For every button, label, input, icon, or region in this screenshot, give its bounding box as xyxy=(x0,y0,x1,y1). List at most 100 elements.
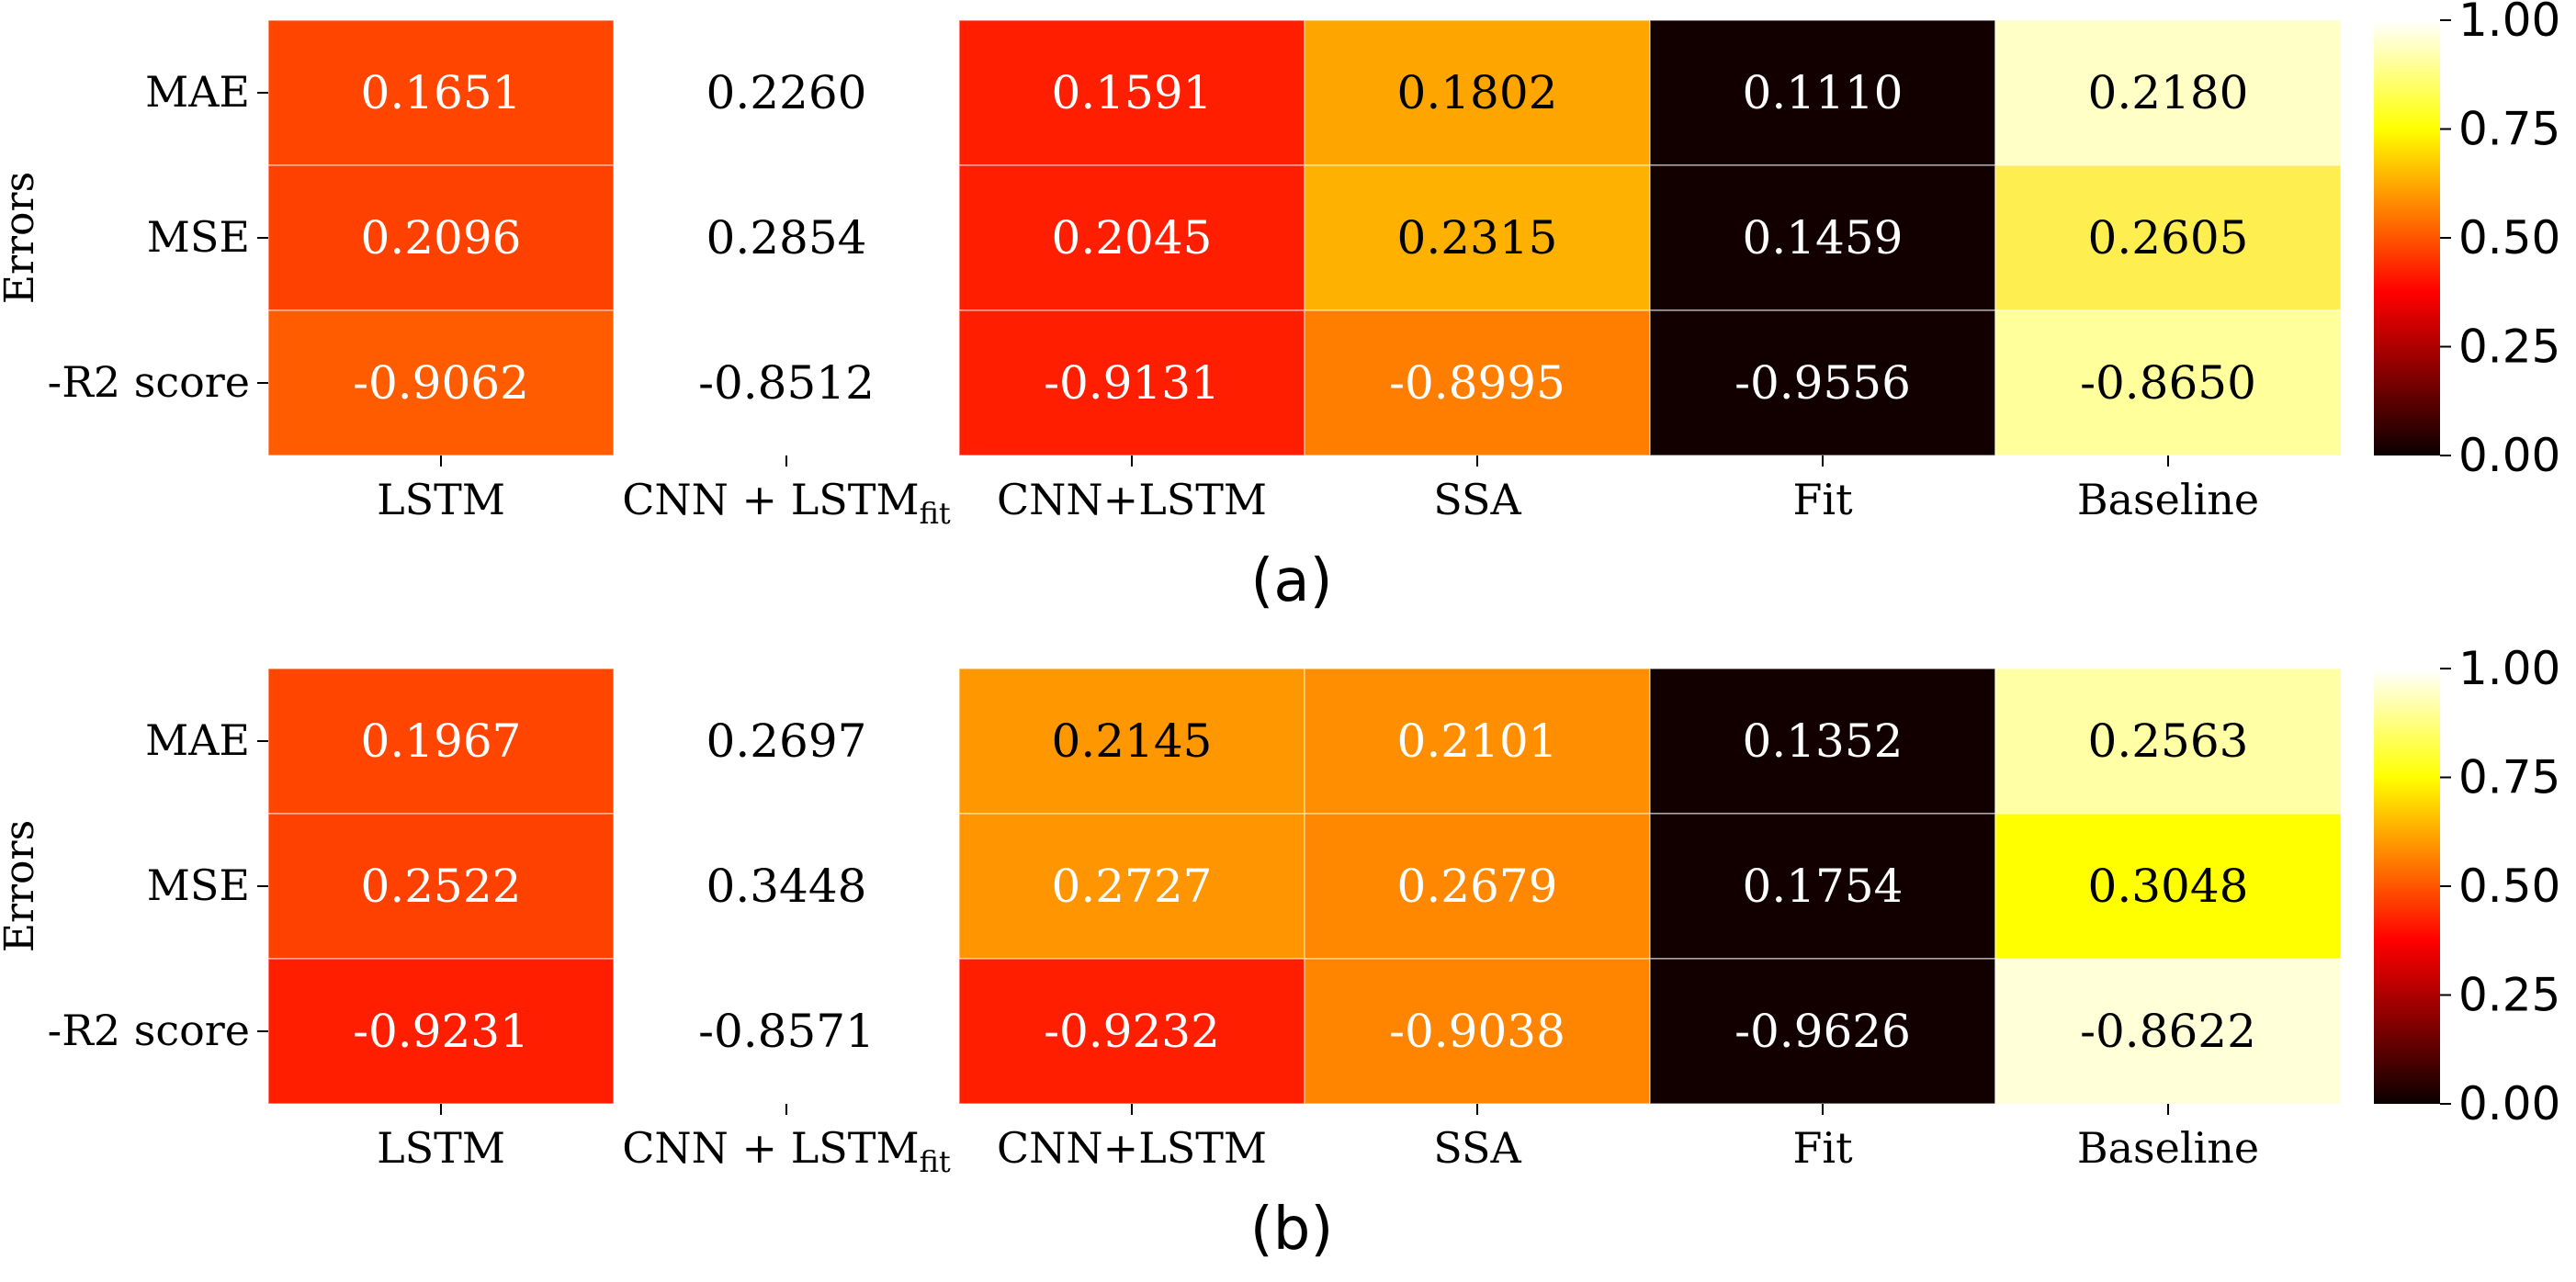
x-tick-label: CNN + LSTMfit xyxy=(622,475,951,531)
heatmap-cell xyxy=(267,164,615,311)
cell-value-label: 0.2315 xyxy=(1397,211,1558,264)
colorbar-tick-label: 0.00 xyxy=(2458,1077,2560,1130)
colorbar-tick-label: 0.75 xyxy=(2458,751,2560,804)
heatmap-panel-a: 0.1651 0.2260 0.1591 0.1802 0.1110 0.2180 0.20… xyxy=(0,0,2576,634)
cell-value-label: 0.1459 xyxy=(1743,211,1904,264)
x-tick-subscript: fit xyxy=(920,1144,951,1179)
heatmap-cell xyxy=(1304,164,1651,311)
heatmap-cell xyxy=(1649,813,1996,960)
y-tick-label: MAE xyxy=(145,715,250,765)
colorbar-tick-label: 0.75 xyxy=(2458,103,2560,156)
cell-value-label: -0.9038 xyxy=(1389,1005,1565,1058)
x-tick-label: Baseline xyxy=(2077,1123,2259,1173)
cell-value-label: 0.2180 xyxy=(2088,66,2249,119)
colorbar-tick-label: 0.50 xyxy=(2458,211,2560,264)
x-tick-label: Fit xyxy=(1792,475,1853,524)
cell-value-label: -0.9626 xyxy=(1734,1005,1911,1058)
x-tick-subscript: fit xyxy=(920,496,951,531)
y-axis-label: Errors xyxy=(0,820,43,952)
x-tick-label: CNN + LSTMfit xyxy=(622,1123,951,1179)
colorbar-tick-label: 0.25 xyxy=(2458,320,2560,374)
heatmap-cell xyxy=(1649,668,1996,815)
heatmap-cell xyxy=(958,958,1305,1105)
cell-value-label: 0.2563 xyxy=(2088,714,2249,768)
cell-value-label: 0.2727 xyxy=(1052,860,1213,913)
cell-value-label: 0.2697 xyxy=(706,714,867,768)
cell-value-label: 0.1967 xyxy=(361,714,522,768)
heatmap-cell xyxy=(1994,164,2342,311)
y-tick-label: -R2 score xyxy=(48,1006,250,1055)
y-tick-label: MAE xyxy=(145,67,250,117)
heatmap-cell xyxy=(1649,958,1996,1105)
cell-value-label: 0.2045 xyxy=(1052,211,1213,264)
heatmap-cell xyxy=(958,19,1305,166)
cell-value-label: 0.2101 xyxy=(1397,714,1558,768)
cell-value-label: 0.2854 xyxy=(706,211,867,264)
x-tick-label: LSTM xyxy=(377,475,505,524)
heatmap-cell xyxy=(1994,668,2342,815)
cell-value-label: -0.9556 xyxy=(1734,356,1911,410)
heatmap-cell xyxy=(1304,309,1651,456)
x-tick-label: LSTM xyxy=(377,1123,505,1173)
x-tick-label: CNN+LSTM xyxy=(997,475,1267,524)
cell-value-label: 0.2605 xyxy=(2088,211,2249,264)
colorbar-tick-label: 0.00 xyxy=(2458,429,2560,482)
cell-value-label: 0.3448 xyxy=(706,860,867,913)
heatmap-a-svg: 0.1651 0.2260 0.1591 0.1802 0.1110 0.2180 0.20… xyxy=(0,0,2560,615)
x-tick-label: Fit xyxy=(1792,1123,1853,1173)
heatmap-cell xyxy=(267,19,615,166)
colorbar-tick-label: 1.00 xyxy=(2458,648,2560,695)
panel-label: (b) xyxy=(1250,1196,1334,1264)
heatmap-cell xyxy=(1304,813,1651,960)
cell-value-label: -0.8512 xyxy=(698,356,875,410)
colorbar-tick-label: 0.50 xyxy=(2458,860,2560,913)
cell-value-label: -0.8622 xyxy=(2080,1005,2256,1058)
cell-value-label: -0.9131 xyxy=(1044,356,1220,410)
colorbar xyxy=(2374,20,2440,455)
heatmap-cell xyxy=(267,668,615,815)
cell-value-label: 0.1651 xyxy=(361,66,522,119)
cell-value-label: -0.8650 xyxy=(2080,356,2256,410)
cell-value-label: -0.9231 xyxy=(353,1005,529,1058)
heatmap-cell xyxy=(1994,19,2342,166)
heatmap-cell xyxy=(1304,19,1651,166)
heatmap-cell xyxy=(958,813,1305,960)
heatmap-cell xyxy=(1994,813,2342,960)
x-tick-label: CNN+LSTM xyxy=(997,1123,1267,1173)
x-tick-label: SSA xyxy=(1433,1123,1521,1173)
heatmap-cell xyxy=(1304,668,1651,815)
x-tick-label: Baseline xyxy=(2077,475,2259,524)
colorbar xyxy=(2374,669,2440,1104)
cell-value-label: 0.2260 xyxy=(706,66,867,119)
y-tick-label: -R2 score xyxy=(48,357,250,407)
colorbar-tick-label: 1.00 xyxy=(2458,0,2560,47)
cell-value-label: -0.8995 xyxy=(1389,356,1565,410)
heatmap-cell xyxy=(1649,309,1996,456)
cell-value-label: 0.2522 xyxy=(361,860,522,913)
y-tick-label: MSE xyxy=(147,212,250,262)
cell-value-label: 0.2145 xyxy=(1052,714,1213,768)
heatmap-panel-b: 0.1967 0.2697 0.2145 0.2101 0.1352 0.2563 0.25… xyxy=(0,648,2576,1282)
x-tick-label: SSA xyxy=(1433,475,1521,524)
cell-value-label: 0.3048 xyxy=(2088,860,2249,913)
heatmap-cell xyxy=(1304,958,1651,1105)
cell-value-label: 0.1352 xyxy=(1743,714,1904,768)
heatmap-cell xyxy=(958,164,1305,311)
cell-value-label: -0.9232 xyxy=(1044,1005,1220,1058)
heatmap-cell xyxy=(1994,309,2342,456)
heatmap-cell xyxy=(267,813,615,960)
cell-value-label: -0.8571 xyxy=(698,1005,875,1058)
heatmap-b-svg: 0.1967 0.2697 0.2145 0.2101 0.1352 0.2563 0.25… xyxy=(0,648,2560,1264)
cell-value-label: 0.1754 xyxy=(1743,860,1904,913)
heatmap-cell xyxy=(1994,958,2342,1105)
colorbar-tick-label: 0.25 xyxy=(2458,969,2560,1022)
panel-label: (a) xyxy=(1250,547,1332,615)
heatmap-cell xyxy=(958,309,1305,456)
heatmap-cell xyxy=(1649,19,1996,166)
cell-value-label: 0.1110 xyxy=(1743,66,1904,119)
heatmap-cell xyxy=(267,958,615,1105)
y-axis-label: Errors xyxy=(0,172,43,304)
cell-value-label: 0.2679 xyxy=(1397,860,1558,913)
cell-value-label: -0.9062 xyxy=(353,356,529,410)
cell-value-label: 0.1591 xyxy=(1052,66,1213,119)
